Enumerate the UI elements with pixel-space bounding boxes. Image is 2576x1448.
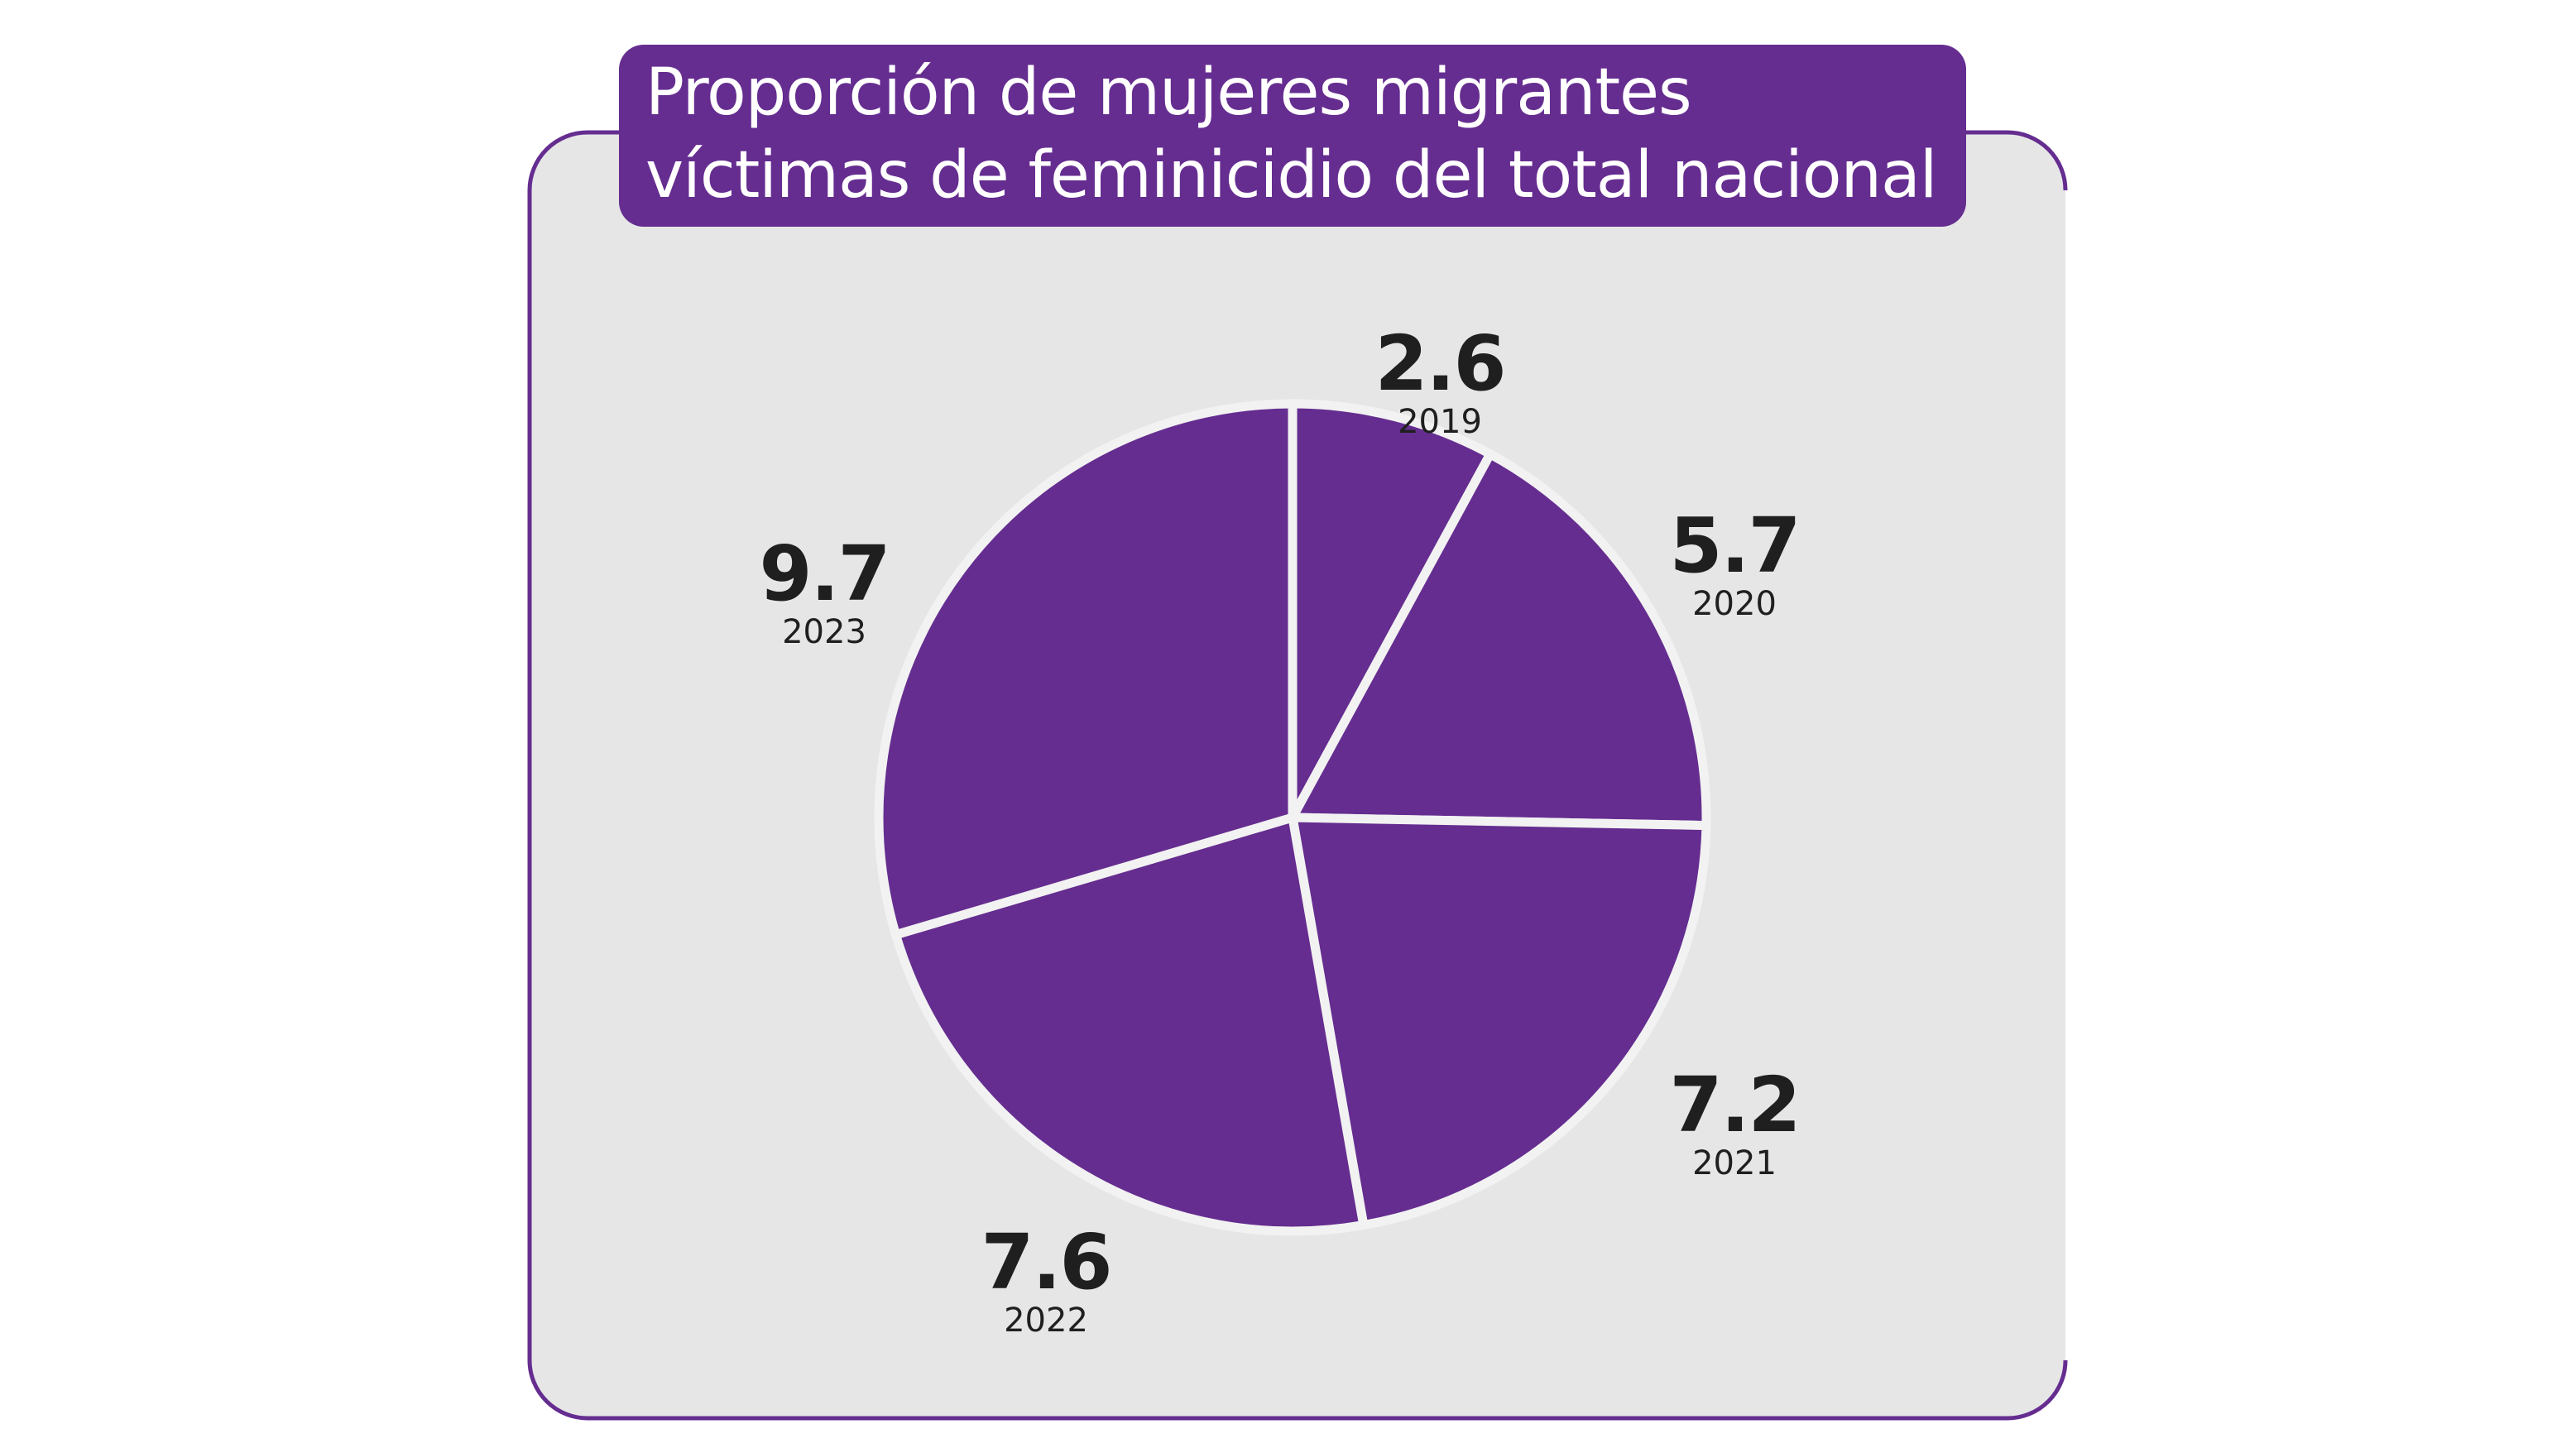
value-label: 7.2 bbox=[1669, 1061, 1801, 1149]
data-label-2019: 2.6 2019 bbox=[1374, 319, 1507, 441]
data-label-2022: 7.6 2022 bbox=[981, 1218, 1113, 1340]
title-box bbox=[619, 45, 1966, 227]
value-label: 5.7 bbox=[1669, 501, 1801, 590]
year-label: 2022 bbox=[1004, 1302, 1088, 1340]
pie-slice-2023 bbox=[874, 399, 1298, 940]
value-label: 7.6 bbox=[981, 1218, 1113, 1307]
data-label-2023: 9.7 2023 bbox=[759, 530, 891, 651]
chart-title: Proporción de mujeres migrantes víctimas… bbox=[645, 51, 1937, 217]
year-label: 2019 bbox=[1398, 403, 1482, 441]
pie-slice-2020 bbox=[1288, 449, 1711, 831]
chart-border bbox=[527, 130, 2068, 1421]
value-label: 9.7 bbox=[759, 530, 891, 618]
data-label-2021: 7.2 2021 bbox=[1669, 1061, 1801, 1182]
pie-slice-2019 bbox=[1288, 399, 1495, 822]
pie-slice-2022 bbox=[891, 813, 1369, 1236]
year-label: 2020 bbox=[1692, 585, 1777, 623]
chart-title-line-1: Proporción de mujeres migrantes bbox=[645, 55, 1692, 130]
year-label: 2021 bbox=[1692, 1144, 1777, 1182]
year-label: 2023 bbox=[782, 613, 866, 651]
chart-title-line-2: víctimas de feminicidio del total nacion… bbox=[645, 138, 1937, 213]
pie-slice-2021 bbox=[1288, 813, 1711, 1230]
data-label-2020: 5.7 2020 bbox=[1669, 501, 1801, 623]
value-label: 2.6 bbox=[1374, 319, 1507, 408]
